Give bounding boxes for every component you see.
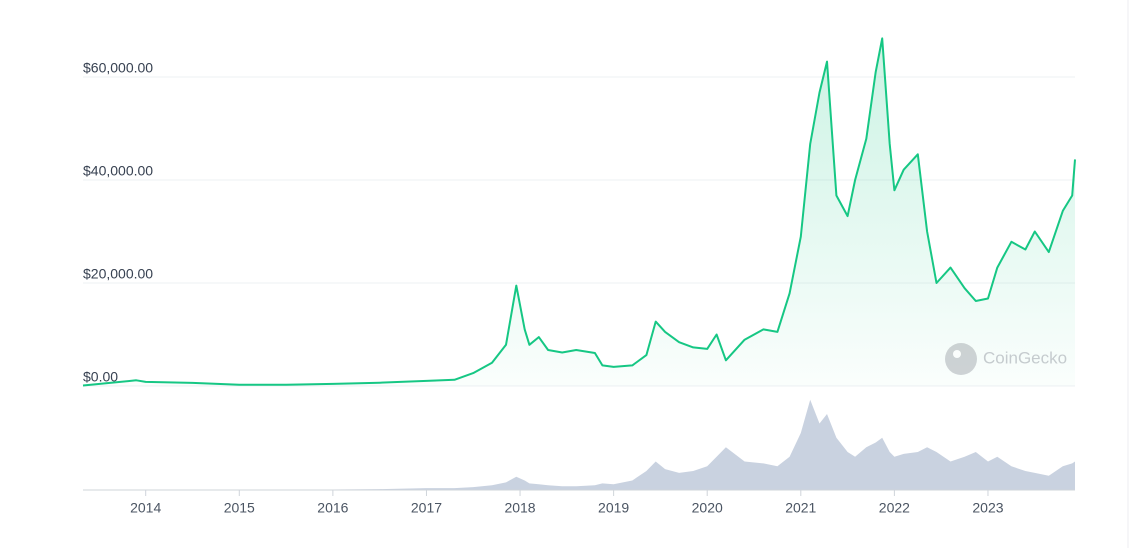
x-tick-label: 2014	[130, 500, 161, 516]
x-tick-label: 2018	[504, 500, 535, 516]
y-tick-label: $40,000.00	[83, 163, 153, 179]
x-tick-label: 2016	[317, 500, 348, 516]
x-tick-label: 2015	[224, 500, 255, 516]
x-tick-label: 2022	[879, 500, 910, 516]
volume-area	[83, 399, 1075, 490]
y-tick-label: $0.00	[83, 369, 118, 385]
watermark-text: CoinGecko	[983, 348, 1067, 367]
price-line	[82, 37, 1076, 387]
x-tick-label: 2017	[411, 500, 442, 516]
watermark: CoinGecko	[945, 343, 1067, 375]
y-tick-label: $20,000.00	[83, 266, 153, 282]
x-tick-label: 2023	[972, 500, 1003, 516]
x-tick-label: 2019	[598, 500, 629, 516]
y-tick-label: $60,000.00	[83, 60, 153, 76]
x-tick-label: 2020	[692, 500, 723, 516]
x-tick-label: 2021	[785, 500, 816, 516]
price-area	[83, 38, 1075, 387]
